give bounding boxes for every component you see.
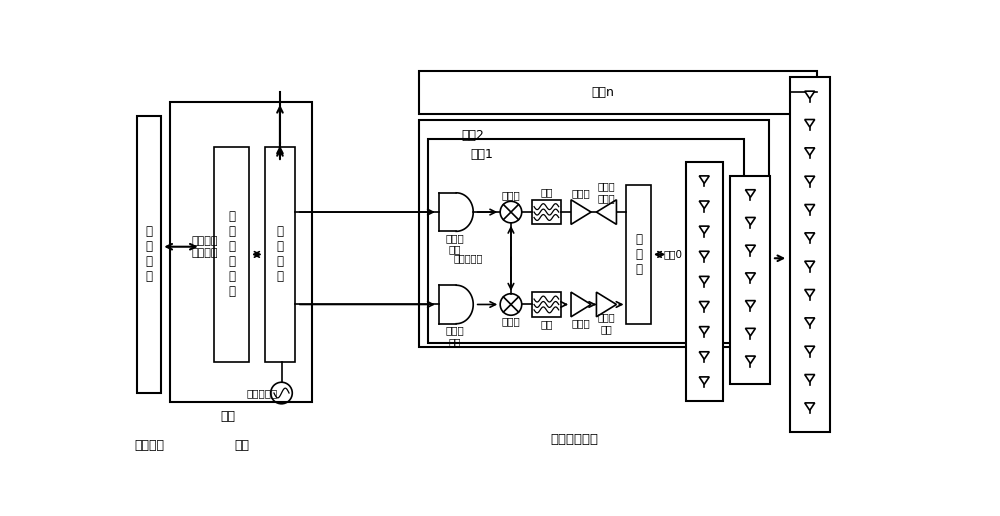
Text: 混频器: 混频器 — [502, 316, 520, 327]
Polygon shape — [745, 245, 755, 253]
Text: 模数转
换器: 模数转 换器 — [445, 233, 464, 254]
Text: 插卡2: 插卡2 — [461, 128, 484, 141]
Polygon shape — [805, 233, 815, 240]
Text: 数模转
换器: 数模转 换器 — [445, 325, 464, 347]
Text: 数
字
中
频
处
理: 数 字 中 频 处 理 — [228, 211, 235, 298]
Text: 基带单元: 基带单元 — [135, 439, 165, 452]
Text: 环
形
器: 环 形 器 — [635, 233, 642, 276]
Polygon shape — [571, 292, 591, 317]
Polygon shape — [745, 273, 755, 280]
Text: 低噪声
放大器: 低噪声 放大器 — [598, 181, 615, 203]
Polygon shape — [745, 328, 755, 336]
Bar — [532, 200, 561, 224]
Bar — [790, 77, 830, 431]
Bar — [137, 116, 161, 393]
Polygon shape — [699, 377, 709, 384]
Bar — [626, 185, 651, 324]
Polygon shape — [745, 217, 755, 225]
Text: 插卡n: 插卡n — [591, 86, 614, 99]
Polygon shape — [699, 201, 709, 208]
Polygon shape — [805, 120, 815, 127]
Bar — [428, 139, 744, 343]
Polygon shape — [805, 176, 815, 184]
Polygon shape — [439, 193, 473, 231]
Polygon shape — [805, 375, 815, 382]
Bar — [419, 71, 817, 114]
Polygon shape — [805, 204, 815, 212]
Text: 通用公共
无线接口: 通用公共 无线接口 — [191, 236, 218, 257]
Polygon shape — [571, 200, 591, 224]
Text: 放大器: 放大器 — [572, 318, 590, 328]
Polygon shape — [805, 346, 815, 353]
Text: 背板: 背板 — [234, 439, 249, 452]
Bar — [214, 147, 249, 362]
Polygon shape — [596, 200, 616, 224]
Text: 信道0: 信道0 — [664, 249, 683, 260]
Polygon shape — [699, 301, 709, 309]
Polygon shape — [745, 301, 755, 308]
Polygon shape — [805, 261, 815, 269]
Polygon shape — [805, 91, 815, 99]
Polygon shape — [699, 327, 709, 334]
Polygon shape — [805, 289, 815, 297]
Polygon shape — [699, 277, 709, 284]
Polygon shape — [745, 356, 755, 364]
Text: 功
率
合
成: 功 率 合 成 — [276, 225, 283, 283]
Polygon shape — [745, 190, 755, 197]
Text: 滤波: 滤波 — [540, 319, 553, 330]
Polygon shape — [805, 403, 815, 410]
Bar — [419, 120, 769, 347]
Text: 本地振荡器: 本地振荡器 — [454, 253, 483, 263]
Text: 基
带
处
理: 基 带 处 理 — [146, 225, 153, 283]
Text: 背板: 背板 — [220, 410, 235, 423]
Polygon shape — [596, 292, 616, 317]
Polygon shape — [805, 318, 815, 326]
Text: 收发信机插卡: 收发信机插卡 — [550, 433, 598, 446]
Polygon shape — [699, 176, 709, 183]
Bar — [686, 162, 723, 401]
Bar — [170, 102, 312, 402]
Polygon shape — [699, 251, 709, 259]
Bar — [532, 292, 561, 317]
Polygon shape — [699, 226, 709, 234]
Text: 放大器: 放大器 — [572, 188, 590, 199]
Polygon shape — [805, 148, 815, 155]
Text: 滤波: 滤波 — [540, 187, 553, 197]
Bar — [265, 147, 295, 362]
Text: 插卡1: 插卡1 — [470, 148, 493, 161]
Polygon shape — [699, 352, 709, 359]
Bar — [730, 176, 770, 384]
Text: 本地振荡器: 本地振荡器 — [247, 388, 278, 398]
Text: 混频器: 混频器 — [502, 190, 520, 200]
Text: 功率放
大器: 功率放 大器 — [598, 312, 615, 334]
Polygon shape — [439, 285, 473, 324]
